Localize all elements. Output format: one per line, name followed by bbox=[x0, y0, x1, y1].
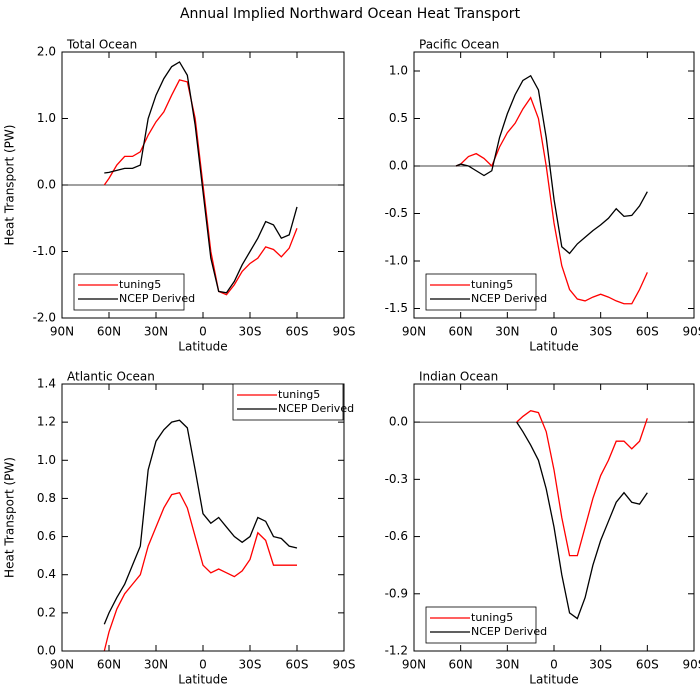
x-tick-label: 30S bbox=[589, 325, 612, 339]
series-line bbox=[103, 419, 298, 625]
y-tick-label: -2.0 bbox=[33, 311, 56, 325]
x-axis-label: Latitude bbox=[529, 340, 578, 354]
legend-label: tuning5 bbox=[471, 611, 513, 624]
x-tick-label: 30S bbox=[589, 658, 612, 672]
y-tick-label: 1.0 bbox=[37, 453, 56, 467]
x-tick-label: 90S bbox=[683, 325, 700, 339]
y-tick-label: -0.5 bbox=[385, 206, 408, 220]
y-tick-label: 0.5 bbox=[389, 111, 408, 125]
series-line bbox=[455, 96, 648, 305]
y-tick-label: 1.2 bbox=[37, 415, 56, 429]
y-tick-label: 0.8 bbox=[37, 491, 56, 505]
y-tick-label: 0.4 bbox=[37, 567, 56, 581]
legend-label: NCEP Derived bbox=[119, 292, 195, 305]
figure-title: Annual Implied Northward Ocean Heat Tran… bbox=[180, 6, 521, 22]
series-line bbox=[104, 61, 298, 294]
x-tick-label: 30S bbox=[239, 658, 262, 672]
y-tick-label: 0.6 bbox=[37, 529, 56, 543]
y-tick-label: 0.0 bbox=[389, 415, 408, 429]
x-tick-label: 30N bbox=[495, 325, 519, 339]
y-tick-label: 0.0 bbox=[389, 159, 408, 173]
x-tick-label: 60N bbox=[449, 325, 473, 339]
x-tick-label: 90N bbox=[402, 325, 426, 339]
y-axis-label: Heat Transport (PW) bbox=[3, 457, 17, 578]
legend-box bbox=[425, 273, 537, 311]
series-line bbox=[103, 491, 297, 652]
y-axis-label: Heat Transport (PW) bbox=[3, 125, 17, 246]
legend-label: tuning5 bbox=[471, 278, 513, 291]
y-tick-label: -1.0 bbox=[385, 254, 408, 268]
y-tick-label: -1.5 bbox=[385, 301, 408, 315]
y-tick-label: 2.0 bbox=[37, 45, 56, 59]
x-tick-label: 0 bbox=[550, 658, 558, 672]
plot-frame bbox=[61, 383, 345, 652]
panel-title: Atlantic Ocean bbox=[67, 370, 155, 384]
x-tick-label: 0 bbox=[199, 325, 207, 339]
x-tick-label: 90N bbox=[50, 658, 74, 672]
x-tick-label: 90S bbox=[333, 325, 356, 339]
legend-label: NCEP Derived bbox=[471, 625, 547, 638]
legend-label: tuning5 bbox=[278, 388, 320, 401]
series-line bbox=[516, 421, 648, 620]
legend-label: NCEP Derived bbox=[278, 402, 354, 415]
series-line bbox=[516, 409, 648, 557]
y-tick-label: 1.0 bbox=[389, 64, 408, 78]
legend-label: tuning5 bbox=[119, 278, 161, 291]
panel-title: Indian Ocean bbox=[419, 370, 498, 384]
x-tick-label: 30S bbox=[239, 325, 262, 339]
panel-title: Total Ocean bbox=[66, 38, 137, 52]
x-axis-label: Latitude bbox=[178, 340, 227, 354]
legend-label: NCEP Derived bbox=[471, 292, 547, 305]
x-tick-label: 30N bbox=[144, 325, 168, 339]
x-tick-label: 60N bbox=[449, 658, 473, 672]
x-tick-label: 90S bbox=[683, 658, 700, 672]
series-line bbox=[455, 74, 648, 255]
y-tick-label: 0.0 bbox=[37, 178, 56, 192]
x-tick-label: 60S bbox=[286, 658, 309, 672]
y-tick-label: -0.6 bbox=[385, 529, 408, 543]
y-tick-label: 1.4 bbox=[37, 377, 56, 391]
x-tick-label: 0 bbox=[550, 325, 558, 339]
x-tick-label: 60S bbox=[636, 658, 659, 672]
series-line bbox=[103, 79, 298, 296]
y-tick-label: 0.2 bbox=[37, 605, 56, 619]
y-tick-label: -1.2 bbox=[385, 644, 408, 658]
x-tick-label: 90N bbox=[402, 658, 426, 672]
x-tick-label: 60N bbox=[97, 325, 121, 339]
x-tick-label: 60S bbox=[636, 325, 659, 339]
x-axis-label: Latitude bbox=[178, 673, 227, 687]
y-tick-label: 1.0 bbox=[37, 111, 56, 125]
panel-title: Pacific Ocean bbox=[419, 38, 499, 52]
legend-box bbox=[232, 383, 344, 421]
y-tick-label: -1.0 bbox=[33, 244, 56, 258]
x-axis-label: Latitude bbox=[529, 673, 578, 687]
legend-box bbox=[425, 606, 537, 644]
x-tick-label: 90N bbox=[50, 325, 74, 339]
x-tick-label: 90S bbox=[333, 658, 356, 672]
x-tick-label: 30N bbox=[495, 658, 519, 672]
x-tick-label: 0 bbox=[199, 658, 207, 672]
x-tick-label: 60N bbox=[97, 658, 121, 672]
x-tick-label: 30N bbox=[144, 658, 168, 672]
x-tick-label: 60S bbox=[286, 325, 309, 339]
y-tick-label: -0.3 bbox=[385, 472, 408, 486]
y-tick-label: 0.0 bbox=[37, 644, 56, 658]
legend-box bbox=[73, 273, 185, 311]
y-tick-label: -0.9 bbox=[385, 586, 408, 600]
